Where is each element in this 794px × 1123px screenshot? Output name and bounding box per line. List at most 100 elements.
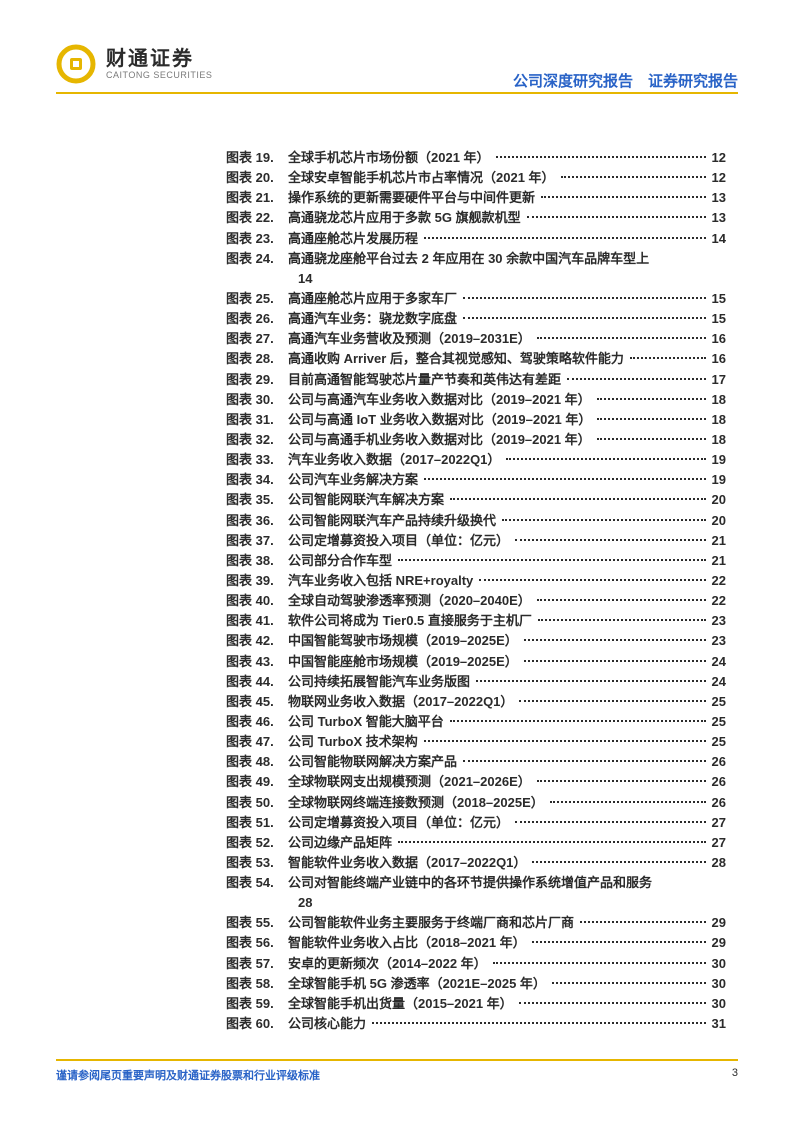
toc-row: 28	[226, 893, 726, 913]
toc-page: 30	[708, 994, 726, 1014]
toc-page: 12	[708, 168, 726, 188]
toc-label: 图表 56.	[226, 933, 288, 953]
toc-title: 全球物联网终端连接数预测（2018–2025E）	[288, 793, 548, 813]
toc-page: 25	[708, 732, 726, 752]
toc-title: 公司智能网联汽车产品持续升级换代	[288, 511, 500, 531]
brand-text: 财通证券 CAITONG SECURITIES	[106, 49, 212, 80]
toc-row: 图表 34.公司汽车业务解决方案19	[226, 470, 726, 490]
figure-toc: 图表 19.全球手机芯片市场份额（2021 年）12图表 20.全球安卓智能手机…	[226, 148, 726, 1034]
toc-row: 图表 37.公司定增募资投入项目（单位：亿元）21	[226, 531, 726, 551]
toc-row: 图表 60.公司核心能力31	[226, 1014, 726, 1034]
toc-row: 图表 48.公司智能物联网解决方案产品26	[226, 752, 726, 772]
toc-label: 图表 53.	[226, 853, 288, 873]
toc-label: 图表 52.	[226, 833, 288, 853]
toc-leader-dots	[372, 1022, 706, 1024]
toc-label: 图表 49.	[226, 772, 288, 792]
toc-label: 图表 44.	[226, 672, 288, 692]
toc-title: 公司定增募资投入项目（单位：亿元）	[288, 531, 513, 551]
footer-disclaimer: 谨请参阅尾页重要声明及财通证券股票和行业评级标准	[56, 1067, 320, 1083]
toc-leader-dots	[597, 398, 706, 400]
toc-page: 12	[708, 148, 726, 168]
toc-leader-dots	[398, 841, 706, 843]
toc-leader-dots	[561, 176, 706, 178]
toc-leader-dots	[463, 760, 706, 762]
page: 财通证券 CAITONG SECURITIES 公司深度研究报告 证券研究报告 …	[0, 0, 794, 1123]
toc-title: 汽车业务收入数据（2017–2022Q1）	[288, 450, 504, 470]
toc-title: 公司与高通手机业务收入数据对比（2019–2021 年）	[288, 430, 595, 450]
page-number: 3	[732, 1067, 738, 1083]
toc-row: 图表 27.高通汽车业务营收及预测（2019–2031E）16	[226, 329, 726, 349]
toc-row: 图表 43.中国智能座舱市场规模（2019–2025E）24	[226, 652, 726, 672]
toc-row: 图表 38.公司部分合作车型21	[226, 551, 726, 571]
toc-row: 图表 30.公司与高通汽车业务收入数据对比（2019–2021 年）18	[226, 390, 726, 410]
toc-title: 安卓的更新频次（2014–2022 年）	[288, 954, 491, 974]
toc-row: 图表 23.高通座舱芯片发展历程14	[226, 229, 726, 249]
toc-row: 图表 56.智能软件业务收入占比（2018–2021 年）29	[226, 933, 726, 953]
toc-row: 图表 25.高通座舱芯片应用于多家车厂15	[226, 289, 726, 309]
toc-leader-dots	[597, 418, 705, 420]
toc-title: 高通汽车业务：骁龙数字底盘	[288, 309, 461, 329]
toc-title: 公司汽车业务解决方案	[288, 470, 422, 490]
toc-row: 图表 50.全球物联网终端连接数预测（2018–2025E）26	[226, 793, 726, 813]
toc-label: 图表 48.	[226, 752, 288, 772]
toc-leader-dots	[398, 559, 706, 561]
toc-page: 25	[708, 692, 726, 712]
toc-title: 全球自动驾驶渗透率预测（2020–2040E）	[288, 591, 535, 611]
toc-page: 13	[708, 208, 726, 228]
toc-leader-dots	[463, 317, 706, 319]
toc-page: 28	[298, 893, 316, 913]
toc-page: 23	[708, 611, 726, 631]
toc-row: 图表 35.公司智能网联汽车解决方案20	[226, 490, 726, 510]
toc-title: 公司智能网联汽车解决方案	[288, 490, 448, 510]
toc-page: 24	[708, 672, 726, 692]
toc-leader-dots	[493, 962, 706, 964]
toc-label: 图表 33.	[226, 450, 288, 470]
toc-page: 18	[708, 410, 726, 430]
footer-rule	[56, 1059, 738, 1061]
toc-row: 图表 51.公司定增募资投入项目（单位：亿元）27	[226, 813, 726, 833]
toc-label: 图表 21.	[226, 188, 288, 208]
toc-leader-dots	[524, 639, 706, 641]
toc-leader-dots	[506, 458, 705, 460]
toc-label: 图表 23.	[226, 229, 288, 249]
toc-page: 27	[708, 813, 726, 833]
toc-page: 21	[708, 551, 726, 571]
toc-page: 29	[708, 913, 726, 933]
toc-page: 22	[708, 591, 726, 611]
toc-row: 图表 55.公司智能软件业务主要服务于终端厂商和芯片厂商29	[226, 913, 726, 933]
toc-title: 目前高通智能驾驶芯片量产节奏和英伟达有差距	[288, 370, 565, 390]
toc-page: 26	[708, 772, 726, 792]
toc-label: 图表 32.	[226, 430, 288, 450]
toc-page: 26	[708, 793, 726, 813]
toc-row: 图表 59.全球智能手机出货量（2015–2021 年）30	[226, 994, 726, 1014]
toc-title: 全球手机芯片市场份额（2021 年）	[288, 148, 494, 168]
toc-leader-dots	[537, 337, 706, 339]
toc-leader-dots	[630, 357, 706, 359]
toc-label: 图表 31.	[226, 410, 288, 430]
header-title: 公司深度研究报告 证券研究报告	[513, 70, 738, 91]
toc-row: 图表 52.公司边缘产品矩阵27	[226, 833, 726, 853]
toc-leader-dots	[537, 599, 706, 601]
toc-page: 28	[708, 853, 726, 873]
toc-leader-dots	[515, 539, 706, 541]
toc-leader-dots	[597, 438, 706, 440]
toc-label: 图表 36.	[226, 511, 288, 531]
toc-leader-dots	[424, 740, 706, 742]
toc-label: 图表 42.	[226, 631, 288, 651]
toc-page: 15	[708, 289, 726, 309]
toc-page: 30	[708, 974, 726, 994]
toc-row: 图表 29.目前高通智能驾驶芯片量产节奏和英伟达有差距17	[226, 370, 726, 390]
toc-label: 图表 19.	[226, 148, 288, 168]
toc-leader-dots	[476, 680, 706, 682]
toc-page: 16	[708, 349, 726, 369]
toc-row: 图表 33.汽车业务收入数据（2017–2022Q1）19	[226, 450, 726, 470]
toc-title: 中国智能座舱市场规模（2019–2025E）	[288, 652, 522, 672]
toc-row: 图表 49.全球物联网支出规模预测（2021–2026E）26	[226, 772, 726, 792]
toc-title: 操作系统的更新需要硬件平台与中间件更新	[288, 188, 539, 208]
toc-page: 18	[708, 390, 726, 410]
brand-logo-icon	[56, 44, 96, 84]
toc-label: 图表 47.	[226, 732, 288, 752]
toc-page: 29	[708, 933, 726, 953]
toc-title: 公司智能物联网解决方案产品	[288, 752, 461, 772]
toc-page: 13	[708, 188, 726, 208]
